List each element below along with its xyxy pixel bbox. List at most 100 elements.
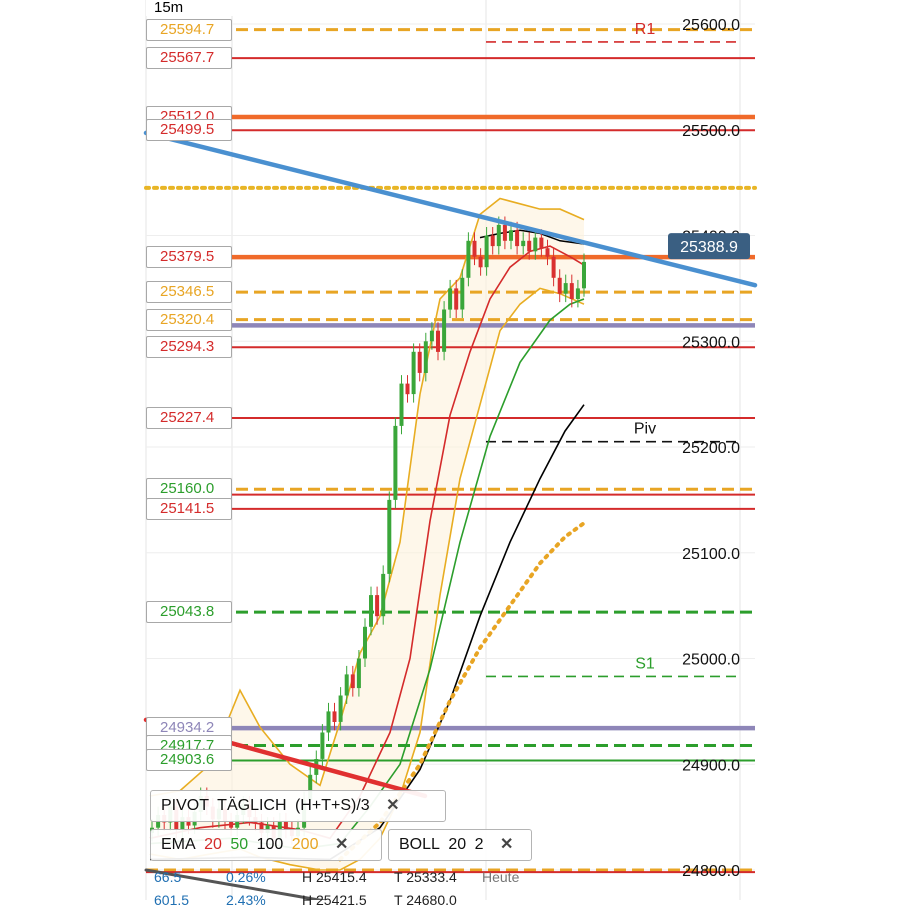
pivot-label-s1: S1: [635, 655, 655, 672]
stats-row-today: 66.5 0.26% H 25415.4 T 25333.4 Heute: [146, 866, 766, 888]
ema-legend-close-icon[interactable]: ✕: [334, 836, 349, 853]
stats-range-change: 601.5: [154, 892, 190, 908]
candle-body-38: [381, 573, 386, 617]
stats-range-high: H 25421.5: [302, 892, 367, 908]
candle-body-48: [442, 309, 447, 352]
trend-line-blue: [143, 130, 758, 288]
level-label[interactable]: 25499.5: [146, 119, 232, 142]
boll-legend-period: 20: [448, 836, 467, 853]
level-label[interactable]: 25594.7: [146, 18, 232, 41]
pivot-legend[interactable]: PIVOT TÄGLICH (H+T+S)/3 ✕: [150, 790, 446, 822]
candle-body-62: [527, 240, 532, 252]
candle-body-65: [545, 248, 550, 257]
candle-body-35: [363, 626, 367, 659]
candle-body-42: [405, 383, 410, 395]
ema-legend-name: EMA: [161, 836, 196, 853]
level-label[interactable]: 24934.2: [146, 717, 232, 740]
candle-body-68: [563, 283, 568, 294]
candle-body-54: [478, 256, 483, 268]
candle-body-64: [539, 237, 544, 249]
candle-body-60: [515, 230, 520, 247]
boll-legend-name: BOLL: [399, 836, 440, 853]
pivot-legend-mode: TÄGLICH: [217, 797, 287, 814]
candle-body-69: [569, 283, 574, 299]
candle-body-70: [575, 288, 580, 299]
candle-body-26: [308, 774, 313, 801]
candle-body-49: [448, 288, 453, 310]
level-label[interactable]: 25379.5: [146, 246, 232, 269]
y-axis-tick-label: 25500.0: [682, 123, 740, 140]
candle-body-39: [387, 499, 392, 574]
candle-body-18: [259, 822, 264, 833]
pivot-label-r1: R1: [635, 21, 656, 38]
bollinger-upper-line: [149, 197, 585, 797]
candle-body-44: [417, 351, 422, 373]
stats-row-range: 601.5 2.43% H 25421.5 T 24680.0: [146, 889, 766, 911]
candle-body-47: [436, 330, 440, 352]
pivot-legend-close-icon[interactable]: ✕: [386, 797, 400, 814]
candle-body-57: [496, 224, 501, 247]
candle-body-45: [423, 341, 428, 373]
stats-change: 66.5: [154, 869, 182, 885]
level-label[interactable]: 25320.4: [146, 308, 232, 331]
level-label[interactable]: 25227.4: [146, 407, 232, 429]
candle-body-67: [557, 277, 562, 294]
timeframe-label[interactable]: 15m: [146, 0, 234, 16]
boll-legend[interactable]: BOLL 20 2 ✕: [388, 829, 532, 861]
pivot-legend-formula: (H+T+S)/3: [294, 797, 370, 814]
candle-body-71: [582, 261, 586, 289]
level-label[interactable]: 25160.0: [146, 478, 232, 501]
level-label[interactable]: 25346.5: [146, 281, 232, 304]
stats-period: Heute: [482, 869, 520, 885]
boll-legend-close-icon[interactable]: ✕: [499, 836, 514, 853]
candle-body-61: [521, 240, 526, 247]
candle-body-50: [454, 288, 459, 310]
ema-legend[interactable]: EMA 20 50 100 200 ✕: [150, 829, 382, 861]
current-price-value: 25388.9: [680, 239, 738, 256]
level-label[interactable]: 25567.7: [146, 47, 232, 70]
candle-body-66: [551, 256, 556, 278]
bollinger-mid-line: [479, 229, 585, 245]
stats-change-percent: 0.26%: [226, 869, 266, 885]
level-label[interactable]: 25294.3: [146, 336, 232, 359]
boll-legend-stddev: 2: [474, 836, 484, 853]
y-axis-tick-label: 25300.0: [682, 334, 740, 351]
candle-body-33: [350, 674, 355, 689]
candle-body-30: [332, 711, 337, 722]
candle-body-22: [283, 821, 288, 830]
pivot-label-piv: Piv: [634, 421, 656, 438]
candle-body-41: [399, 383, 404, 426]
candle-body-28: [320, 732, 325, 759]
trend-line-gray: [144, 868, 328, 900]
level-label[interactable]: 24903.6: [146, 749, 232, 772]
level-label[interactable]: 25043.8: [146, 601, 232, 624]
candle-body-43: [411, 351, 416, 395]
candle-body-36: [369, 595, 373, 627]
candle-body-58: [502, 224, 507, 241]
candle-body-29: [326, 711, 331, 733]
level-label[interactable]: 25141.5: [146, 497, 232, 520]
candle-body-5: [180, 817, 185, 830]
stats-high: H 25415.4: [302, 869, 367, 885]
ema-legend-100: 100: [256, 836, 284, 853]
ema-legend-20: 20: [204, 836, 222, 853]
candle-body-31: [338, 695, 343, 722]
pivot-legend-name: PIVOT: [161, 797, 210, 814]
candle-body-51: [460, 277, 465, 310]
candle-body-56: [490, 235, 495, 247]
current-price-badge: [668, 233, 750, 260]
y-axis-tick-label: 25000.0: [682, 652, 740, 669]
candle-body-13: [229, 821, 234, 828]
y-axis-tick-label: 25200.0: [682, 440, 740, 457]
candle-body-63: [533, 237, 538, 252]
candle-body-53: [472, 240, 477, 257]
y-axis-tick-label: 24800.0: [682, 863, 740, 880]
candle-body-55: [484, 235, 489, 268]
candle-body-40: [393, 425, 398, 500]
stats-range-low: T 24680.0: [394, 892, 457, 908]
ema-legend-200: 200: [291, 836, 319, 853]
stats-range-percent: 2.43%: [226, 892, 266, 908]
candle-body-59: [509, 230, 513, 241]
candle-body-37: [375, 595, 380, 617]
